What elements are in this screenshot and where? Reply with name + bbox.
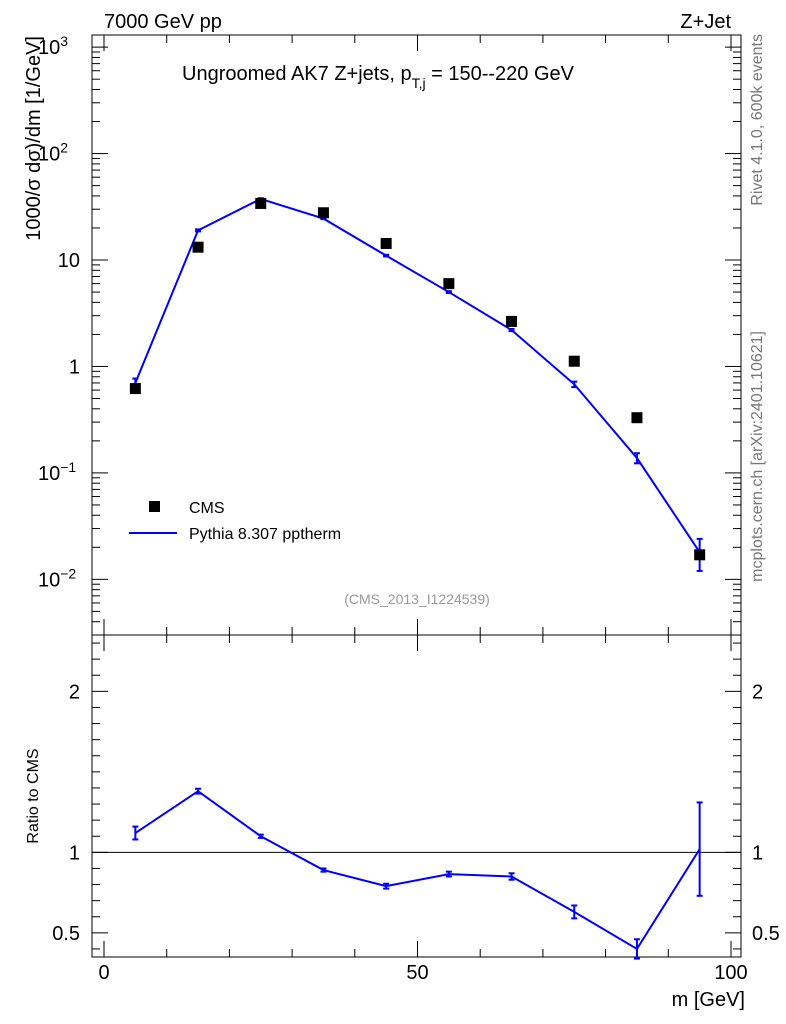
ratio-y-axis-label: Ratio to CMS bbox=[25, 748, 42, 843]
plot-title-subscript: T,j bbox=[412, 75, 426, 91]
main-y-tick-label: 10−2 bbox=[38, 565, 76, 591]
process-label: Z+Jet bbox=[680, 11, 731, 33]
mcplots-label: mcplots.cern.ch [arXiv:2401.10621] bbox=[749, 331, 766, 582]
main-plot-frame bbox=[91, 34, 742, 636]
cms-data-point bbox=[317, 207, 329, 219]
cms-data-point bbox=[506, 315, 518, 327]
main-y-tick-label: 10 bbox=[58, 250, 80, 272]
cms-data-point bbox=[568, 355, 580, 367]
plot-title-main: Ungroomed AK7 Z+jets, p bbox=[182, 63, 412, 85]
cms-data-series bbox=[129, 197, 706, 561]
legend: CMS Pythia 8.307 pptherm bbox=[129, 500, 341, 543]
ratio-y-tick-label-left: 2 bbox=[69, 681, 80, 703]
legend-cms-marker bbox=[149, 501, 160, 512]
x-axis-label: m [GeV] bbox=[672, 989, 745, 1011]
tick-label-base: 10 bbox=[58, 250, 80, 272]
ratio-y-tick-label-right: 1 bbox=[752, 842, 763, 864]
ratio-y-tick-label-left: 0.5 bbox=[52, 923, 80, 945]
ratio-tick-labels: 0.5 0.5 1 1 2 2 0 50 100 bbox=[52, 681, 780, 984]
legend-cms-label: CMS bbox=[189, 500, 225, 517]
tick-label-exponent: −2 bbox=[60, 565, 76, 581]
legend-mc-label: Pythia 8.307 pptherm bbox=[189, 526, 341, 543]
cms-data-point bbox=[192, 241, 204, 253]
rivet-label: Rivet 4.1.0, 600k events bbox=[749, 34, 766, 206]
x-tick-label: 0 bbox=[98, 962, 109, 984]
main-y-tick-label: 10−1 bbox=[38, 459, 76, 485]
cms-data-point bbox=[129, 383, 141, 395]
tick-label-exponent: 2 bbox=[60, 140, 68, 156]
cms-data-point bbox=[694, 549, 706, 561]
tick-label-base: 10 bbox=[38, 144, 60, 166]
tick-label-exponent: 3 bbox=[60, 33, 68, 49]
main-y-tick-label: 1 bbox=[69, 356, 80, 378]
ratio-curve bbox=[134, 789, 701, 951]
ratio-y-tick-label-left: 1 bbox=[69, 842, 80, 864]
cms-data-point bbox=[255, 197, 267, 209]
tick-label-exponent: −1 bbox=[60, 459, 76, 475]
x-tick-label: 100 bbox=[714, 962, 747, 984]
analysis-watermark: (CMS_2013_I1224539) bbox=[344, 591, 490, 607]
ratio-plot-frame bbox=[91, 634, 742, 958]
tick-label-base: 10 bbox=[38, 463, 60, 485]
tick-label-base: 1 bbox=[69, 356, 80, 378]
tick-label-base: 10 bbox=[38, 37, 60, 59]
cms-data-point bbox=[443, 278, 455, 290]
main-y-tick-label: 102 bbox=[38, 140, 68, 166]
plot-title: Ungroomed AK7 Z+jets, pT,j = 150--220 Ge… bbox=[182, 63, 575, 91]
x-tick-label: 50 bbox=[406, 962, 428, 984]
ratio-mc-series bbox=[132, 787, 703, 960]
cms-data-point bbox=[380, 237, 392, 249]
main-y-ticks bbox=[92, 46, 741, 636]
plot-title-rest: = 150--220 GeV bbox=[426, 63, 575, 85]
main-y-tick-label: 103 bbox=[38, 33, 68, 59]
cms-data-point bbox=[631, 412, 643, 424]
tick-label-base: 10 bbox=[38, 569, 60, 591]
main-x-ticks bbox=[103, 35, 732, 635]
main-y-axis-label: 1000/σ dσ)/dm [1/GeV] bbox=[23, 36, 45, 241]
ratio-plot-panel: 0.5 0.5 1 1 2 2 0 50 100 Ratio to CMS m [GeV] bbox=[25, 634, 780, 1011]
collision-label: 7000 GeV pp bbox=[104, 11, 222, 33]
mc-curve bbox=[134, 197, 701, 553]
ratio-y-tick-label-right: 0.5 bbox=[752, 923, 780, 945]
ratio-y-tick-label-right: 2 bbox=[752, 681, 763, 703]
